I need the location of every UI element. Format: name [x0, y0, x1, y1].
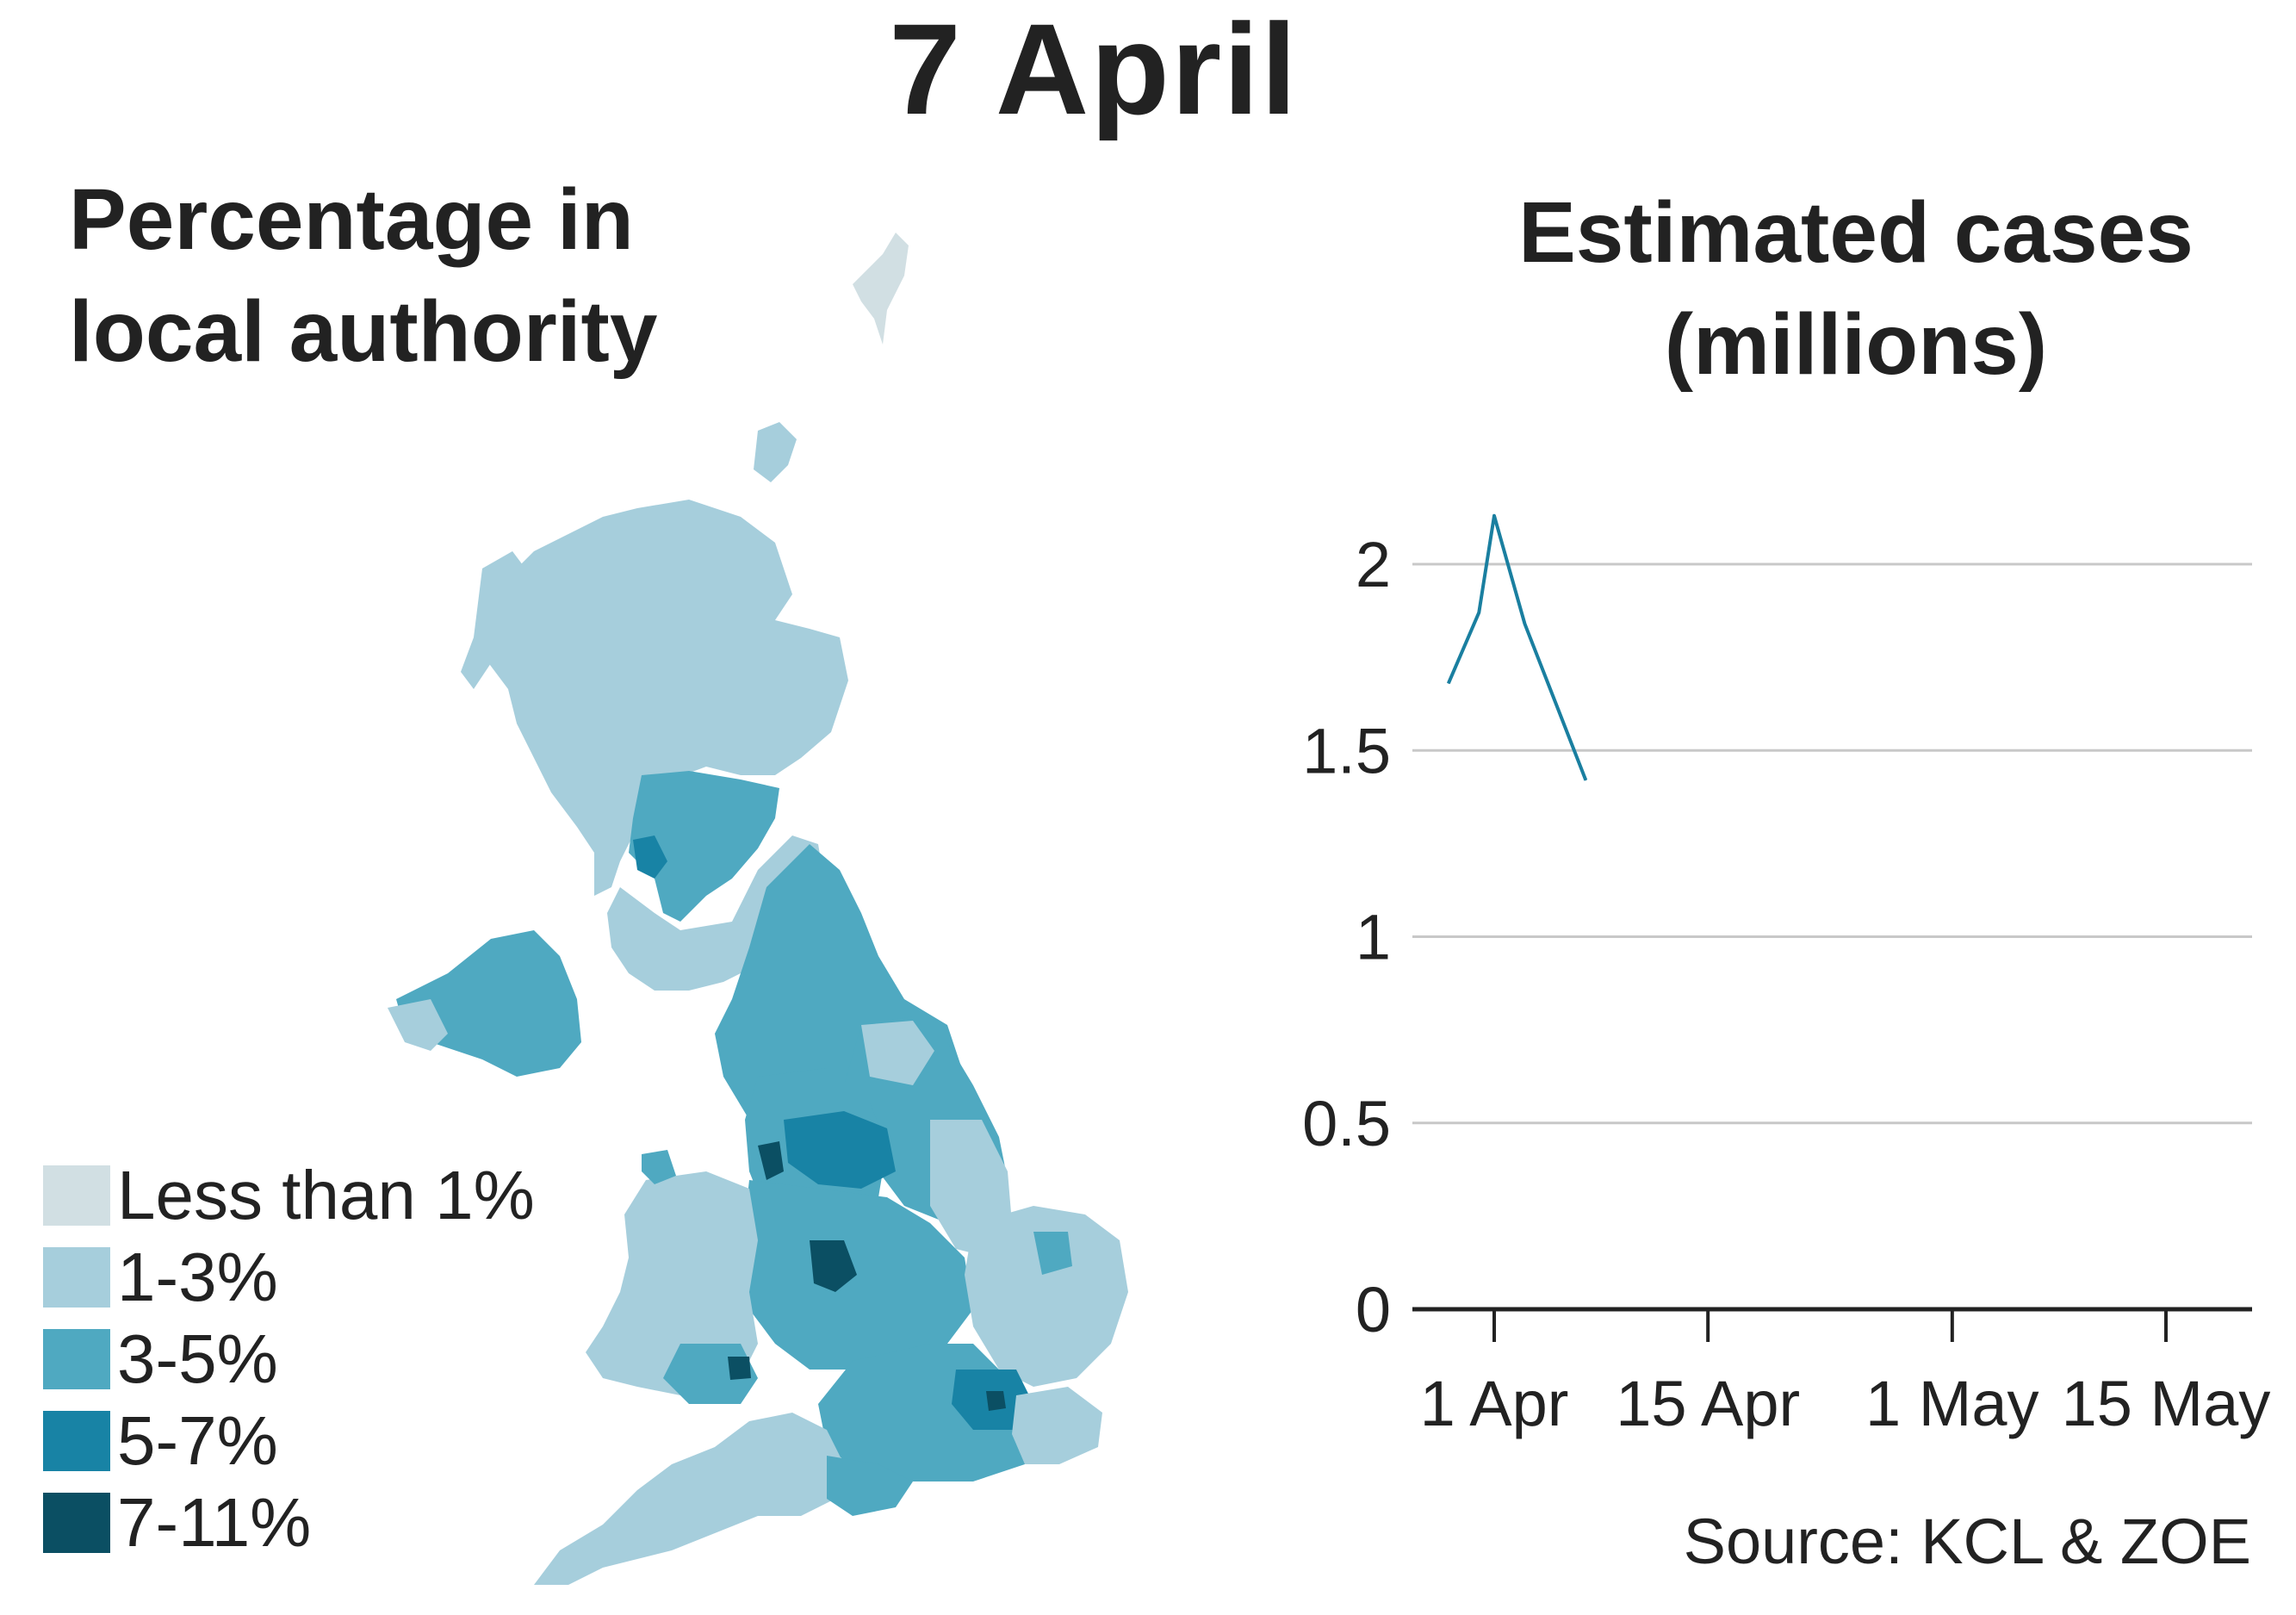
- legend-label: 3-5%: [117, 1320, 278, 1397]
- legend-swatch: [43, 1165, 110, 1226]
- chart-title: Estimated cases (millions): [1447, 177, 2265, 401]
- map-region-cardiff: [728, 1357, 751, 1380]
- legend-label: 7-11%: [117, 1483, 312, 1561]
- y-tick-label: 1: [1356, 902, 1391, 973]
- legend-item-5-7: 5-7%: [43, 1400, 535, 1481]
- map-region-central-belt: [629, 771, 779, 922]
- map-region-peterborough: [1033, 1232, 1072, 1275]
- data-point: [1448, 682, 1449, 684]
- legend-label: 5-7%: [117, 1401, 278, 1479]
- legend-label: 1-3%: [117, 1238, 278, 1315]
- legend-item-7-11: 7-11%: [43, 1481, 535, 1563]
- map-region-orkney: [754, 422, 797, 482]
- map-title: Percentage in local authority: [69, 164, 758, 388]
- y-tick-label: 0: [1356, 1274, 1391, 1345]
- x-axis: [1412, 1307, 2252, 1342]
- x-tick-label: 1 Apr: [1420, 1368, 1569, 1439]
- map-region-liverpool: [758, 1141, 784, 1180]
- data-point: [1478, 612, 1480, 613]
- legend-item-1-3: 1-3%: [43, 1236, 535, 1318]
- source-note: Source: KCL & ZOE: [1683, 1506, 2251, 1577]
- legend-swatch: [43, 1410, 110, 1471]
- map-region-east-anglia: [965, 1206, 1128, 1387]
- map-region-manchester: [784, 1111, 896, 1189]
- map-legend: Less than 1% 1-3% 3-5% 5-7% 7-11%: [43, 1154, 535, 1563]
- map-region-wales: [586, 1171, 758, 1395]
- legend-item-less-than-1: Less than 1%: [43, 1154, 535, 1236]
- map-region-ni-west: [388, 999, 448, 1051]
- map-region-scotland: [478, 500, 848, 896]
- map-region-western-isles: [461, 551, 525, 689]
- x-tick-label: 15 Apr: [1616, 1368, 1800, 1439]
- map-region-birmingham: [810, 1240, 857, 1292]
- y-tick-labels: 0 0.5 1 1.5 2: [1302, 529, 1391, 1345]
- legend-swatch: [43, 1492, 110, 1553]
- map-title-line1: Percentage in: [69, 171, 634, 268]
- data-point: [1493, 515, 1495, 517]
- legend-item-3-5: 3-5%: [43, 1318, 535, 1400]
- map-region-northern-ireland: [396, 930, 581, 1077]
- x-tick-label: 15 May: [2062, 1368, 2271, 1439]
- map-region-south-west: [534, 1413, 844, 1585]
- map-region-anglesey: [642, 1150, 676, 1184]
- map-region-shetland: [853, 233, 909, 345]
- map-region-london-core: [986, 1391, 1006, 1411]
- chart-title-line2: (millions): [1664, 296, 2048, 393]
- chart-title-line1: Estimated cases: [1518, 184, 2194, 281]
- y-tick-label: 1.5: [1302, 715, 1391, 786]
- x-tick-labels: 1 Apr 15 Apr 1 May 15 May: [1420, 1368, 2271, 1439]
- x-tick-label: 1 May: [1865, 1368, 2039, 1439]
- legend-label: Less than 1%: [117, 1156, 535, 1233]
- y-tick-label: 0.5: [1302, 1088, 1391, 1159]
- series-line: [1446, 513, 1588, 781]
- map-region-glasgow: [633, 835, 667, 879]
- legend-swatch: [43, 1328, 110, 1389]
- legend-swatch: [43, 1246, 110, 1308]
- map-title-line2: local authority: [69, 283, 658, 380]
- map-region-north-yorkshire-moors: [861, 1021, 934, 1085]
- y-tick-label: 2: [1356, 529, 1391, 600]
- series: [1446, 513, 1588, 781]
- grid-lines: [1412, 562, 2252, 1125]
- page-title: 7 April: [889, 0, 1299, 141]
- map-region-hampshire: [827, 1456, 913, 1516]
- data-point: [1554, 701, 1556, 703]
- map-region-kent: [1012, 1387, 1102, 1464]
